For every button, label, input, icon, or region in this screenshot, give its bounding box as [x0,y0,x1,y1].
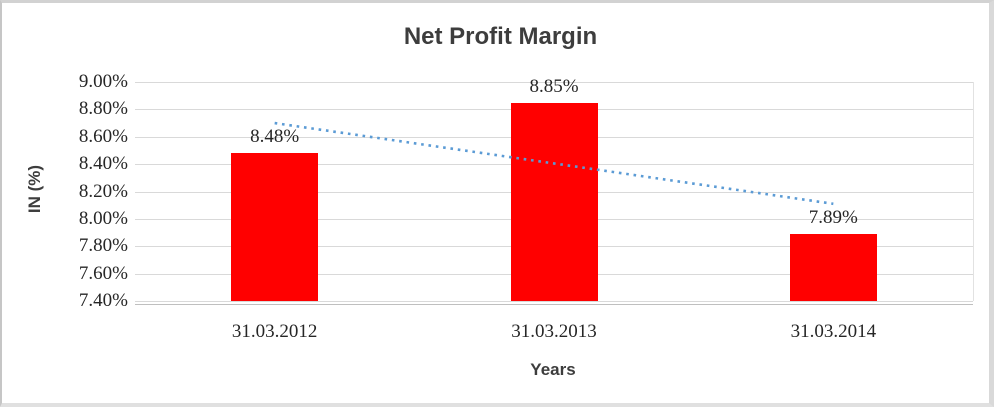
trendline [274,121,834,206]
gridline [135,301,973,302]
x-axis-title: Years [530,360,576,379]
y-axis-tick-label: 8.80% [78,98,128,120]
bar [789,233,877,301]
bar-data-label: 7.89% [808,206,858,228]
y-axis-tick-label: 8.60% [78,125,128,147]
y-axis-tick-label: 8.40% [78,153,128,175]
y-axis-tick-label: 7.80% [78,235,128,257]
bar [510,102,598,301]
bar-data-label: 8.85% [529,75,579,97]
x-axis-line [135,304,973,305]
x-axis-tick-label: 31.03.2013 [511,321,597,342]
y-axis-tick-label: 7.40% [78,290,128,311]
y-axis-tick-label: 9.00% [78,71,128,92]
y-axis-tick-label: 7.60% [78,262,128,284]
gridline [135,82,973,83]
plot-right-border [973,82,974,301]
x-axis-tick-label: 31.03.2012 [231,321,318,342]
bar [231,153,319,301]
chart-title: Net Profit Margin [403,23,598,50]
x-axis-tick-label: 31.03.2014 [790,321,877,342]
y-axis-tick-label: 8.00% [78,207,128,229]
y-axis-tick-label: 8.20% [78,180,128,202]
bar-data-label: 8.48% [250,126,300,148]
